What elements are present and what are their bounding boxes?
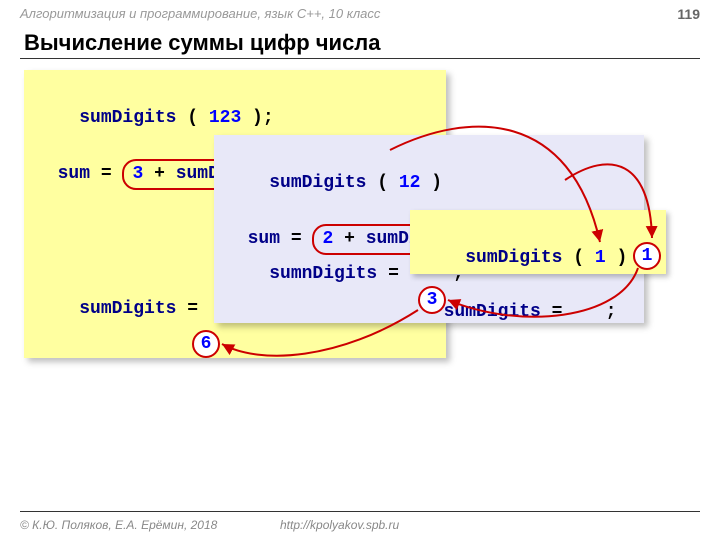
func-name-2: sumDigits — [269, 173, 366, 193]
course-header: Алгоритмизация и программирование, язык … — [20, 6, 380, 21]
footer-line — [20, 511, 700, 512]
result-circle-3: 3 — [418, 286, 446, 314]
code-result-3: sumDigits = ; — [422, 299, 654, 326]
result-lhs-1: sumDigits — [79, 299, 176, 319]
title-underline — [20, 58, 700, 59]
result-lhs-3: sumDigits — [444, 302, 541, 322]
code-call-3: sumDigits ( 1 ) — [422, 218, 654, 299]
func-name-3: sumDigits — [465, 248, 562, 268]
arg-12: 12 — [399, 173, 421, 193]
recursion-box-3: sumDigits ( 1 ) sumDigits = ; — [410, 210, 666, 274]
result-circle-1: 1 — [633, 242, 661, 270]
result-lhs-2: sumnDigits — [269, 264, 377, 284]
page-number: 119 — [677, 6, 700, 22]
sum-lhs-1: sum — [58, 164, 90, 184]
footer-url: http://kpolyakov.spb.ru — [280, 518, 399, 532]
footer-author: © К.Ю. Поляков, Е.А. Ерёмин, 2018 — [20, 518, 217, 532]
digit-3: 3 — [132, 164, 143, 184]
page-title: Вычисление суммы цифр числа — [24, 30, 381, 56]
arg-123: 123 — [209, 108, 241, 128]
arg-1: 1 — [595, 248, 606, 268]
func-name: sumDigits — [79, 108, 176, 128]
result-circle-6: 6 — [192, 330, 220, 358]
